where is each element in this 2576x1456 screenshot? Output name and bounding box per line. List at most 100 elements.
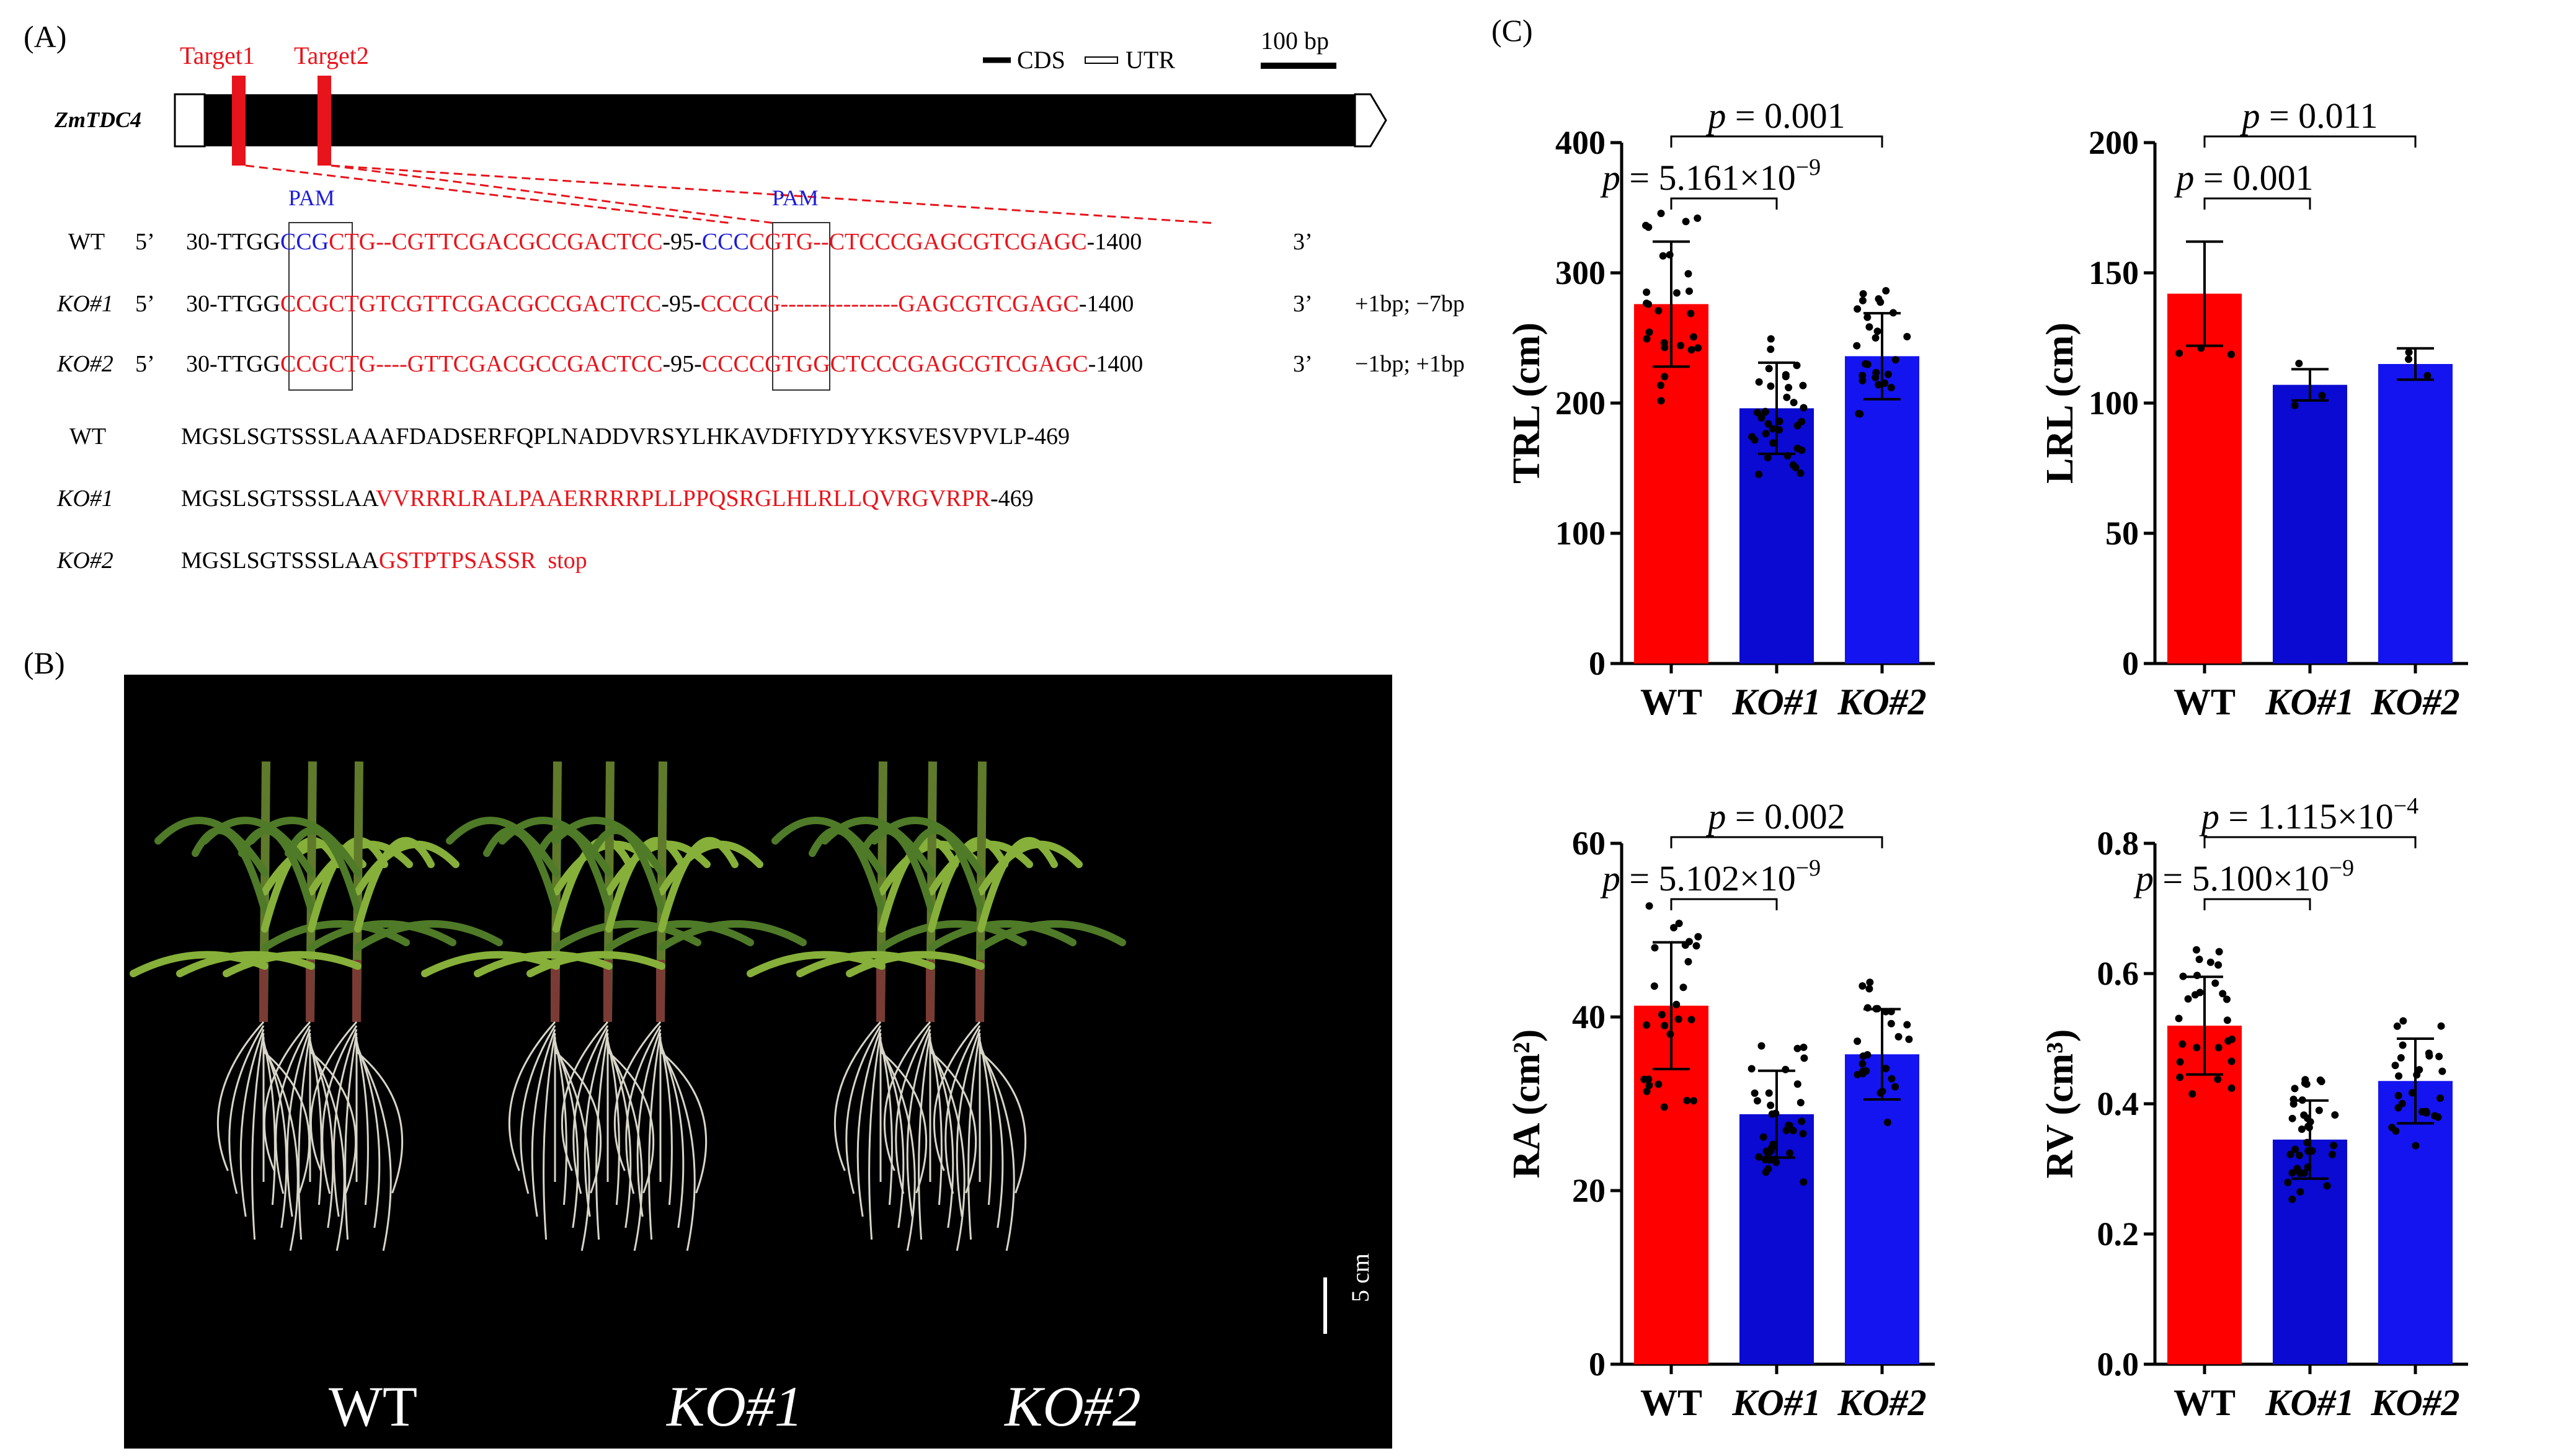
significance-bracket [1670, 836, 1883, 848]
data-point [1769, 425, 1777, 433]
data-point [2298, 1125, 2306, 1134]
photo-label-ko1: KO#1 [667, 1375, 803, 1438]
data-point [2318, 391, 2326, 399]
pam-box-2 [772, 222, 830, 391]
data-point [1865, 323, 1873, 331]
data-point [2223, 995, 2231, 1003]
data-point [1753, 409, 1761, 417]
leaf [354, 840, 460, 895]
root [286, 1029, 311, 1217]
data-point [1645, 328, 1653, 336]
data-point [2284, 1178, 2292, 1186]
dna-row-name-ko2: KO#2 [57, 351, 113, 377]
root [883, 1021, 931, 1171]
data-point [1859, 371, 1867, 380]
data-point [2328, 1150, 2336, 1158]
data-point [2296, 1188, 2304, 1196]
root [625, 1025, 662, 1194]
seedlings [130, 761, 1126, 1251]
p-value-label: p = 5.102×10−9 [1600, 855, 1821, 899]
x-tick-label: WT [2174, 1382, 2236, 1423]
significance-bracket [2203, 836, 2417, 848]
data-point [2395, 1072, 2403, 1080]
x-tick-label: WT [2174, 681, 2236, 722]
y-tick-label: 0.2 [2097, 1215, 2139, 1253]
data-point [2176, 1058, 2184, 1066]
y-axis-label: RA (cm²) [1506, 1029, 1548, 1179]
root [309, 1040, 322, 1205]
root [845, 1025, 882, 1194]
chart-lrl: 0 50 100 150 200 LRL (cm) WT KO#1 KO#2 p = 0.001 p… [2039, 95, 2468, 722]
photo-label-ko2: KO#2 [1005, 1375, 1141, 1438]
root [520, 1025, 556, 1194]
leaf [977, 837, 1058, 933]
root [508, 1021, 556, 1171]
significance-bracket [1670, 197, 1778, 210]
data-point [1790, 399, 1798, 407]
root [636, 1029, 662, 1217]
root [239, 1029, 265, 1217]
data-point [2399, 1017, 2407, 1025]
target1-label: Target1 [180, 42, 255, 69]
root [880, 1050, 928, 1194]
root [929, 1047, 966, 1251]
y-tick-label: 20 [1572, 1172, 1606, 1209]
data-point [1782, 1126, 1790, 1134]
data-point [1862, 360, 1870, 368]
leaf [176, 951, 315, 977]
y-tick-label: 0.4 [2097, 1085, 2139, 1122]
data-point [1891, 356, 1899, 364]
leaf [421, 951, 560, 977]
data-point [1859, 290, 1867, 298]
data-point [1875, 381, 1883, 389]
data-point [2438, 1067, 2446, 1075]
data-point [1882, 1065, 1890, 1073]
data-point [2330, 1142, 2338, 1150]
significance-bracket [2203, 135, 2417, 148]
root [355, 1047, 392, 1251]
leaf [908, 827, 985, 914]
data-point [1793, 1044, 1801, 1052]
x-tick-label: KO#1 [2265, 1382, 2354, 1423]
protein-row-name-wt: WT [69, 424, 107, 450]
y-tick-label: 200 [1555, 384, 1606, 422]
data-point [2291, 1085, 2299, 1093]
protein-seq-wt: MGSLSGTSSSLAAAFDADSERFQPLNADDVRSYLHKAVDF… [181, 424, 1070, 450]
data-point [1765, 365, 1773, 373]
y-tick-label: 200 [2089, 124, 2139, 161]
data-point [2405, 348, 2413, 357]
data-point [2192, 946, 2200, 954]
leaf [354, 837, 435, 933]
data-point [1687, 309, 1695, 317]
data-point [1689, 1097, 1697, 1105]
leaf [928, 920, 1077, 951]
data-point [2214, 1075, 2222, 1083]
data-point [2288, 1169, 2296, 1177]
p-value-label: p = 0.002 [1705, 796, 1845, 837]
y-tick-label: 400 [1555, 124, 1606, 161]
data-point [1793, 1080, 1801, 1088]
data-point [2405, 355, 2413, 363]
root [930, 1050, 977, 1194]
data-point [2300, 1111, 2308, 1119]
root [648, 1032, 662, 1240]
data-point [2211, 979, 2219, 987]
photo-label-wt: WT [329, 1375, 418, 1438]
leaf [261, 837, 342, 933]
y-axis-label: TRL (cm) [1506, 322, 1548, 484]
data-point [1894, 1032, 1903, 1041]
root [216, 1021, 265, 1171]
p-value-label: p = 5.161×10−9 [1600, 154, 1821, 198]
data-point [1762, 430, 1770, 438]
data-point [2437, 1022, 2445, 1030]
data-point [1689, 333, 1697, 341]
data-point [2323, 1182, 2331, 1190]
target2-dashed-line-b [331, 164, 1216, 224]
gene-structure-diagram [174, 56, 1387, 224]
data-point [1782, 373, 1790, 381]
data-point [1767, 1143, 1775, 1152]
root [321, 1025, 358, 1194]
data-point [1789, 461, 1797, 469]
leaf [858, 827, 935, 914]
